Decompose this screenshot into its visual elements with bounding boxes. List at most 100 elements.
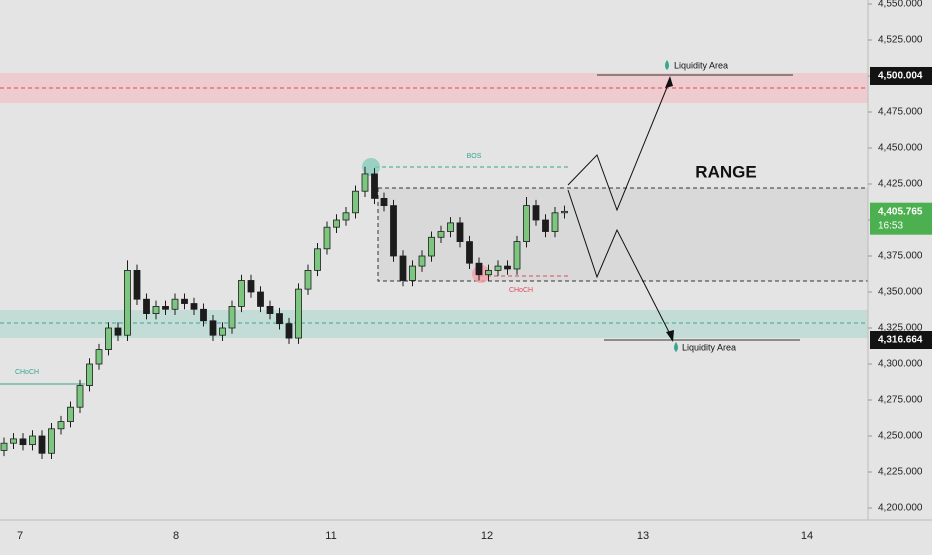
candle-body — [76, 385, 84, 408]
bos-circle — [362, 158, 380, 176]
x-tick-label: 14 — [801, 530, 813, 542]
candle-body — [323, 226, 331, 250]
candle-body — [200, 308, 207, 322]
x-tick-label: 12 — [481, 530, 493, 542]
price-label-bg — [870, 331, 932, 350]
candle-body — [342, 212, 350, 221]
candle-body — [67, 406, 74, 423]
y-tick-label: 4,475.000 — [878, 107, 923, 118]
y-tick-label: 4,550.000 — [878, 0, 923, 10]
price-label: 4,500.004 — [878, 71, 923, 82]
candle-body — [48, 428, 55, 454]
candle-body — [456, 222, 464, 243]
candle-body — [152, 305, 160, 314]
x-tick-label: 11 — [325, 530, 336, 542]
countdown: 16:53 — [878, 220, 903, 231]
candle-body — [133, 269, 141, 300]
price-label: 4,316.664 — [878, 335, 923, 346]
candle-body — [466, 241, 473, 264]
candle-body — [276, 313, 283, 325]
candle-body — [257, 291, 264, 307]
candle-body — [219, 327, 226, 336]
candle-body — [532, 205, 540, 221]
candle-body — [247, 280, 255, 293]
candle-body — [190, 303, 198, 310]
candle-body — [162, 305, 169, 310]
candle-body — [304, 269, 312, 290]
y-tick-label: 4,225.000 — [878, 467, 923, 478]
y-tick-label: 4,300.000 — [878, 359, 923, 370]
candle-body — [314, 248, 321, 271]
price-label-bg — [870, 202, 932, 235]
candle-body — [57, 421, 65, 430]
path-down — [567, 189, 673, 339]
candle-body — [371, 173, 378, 199]
arrow-up — [665, 76, 673, 88]
candle-body — [295, 288, 302, 339]
y-tick-label: 4,425.000 — [878, 179, 923, 190]
y-tick-label: 4,450.000 — [878, 143, 923, 154]
candle-body — [29, 435, 36, 446]
demand-zone — [0, 310, 868, 338]
candle-body — [447, 222, 454, 232]
choch-label: CHoCH — [509, 287, 533, 294]
y-tick-label: 4,250.000 — [878, 431, 923, 442]
candle-body — [105, 327, 112, 351]
candle-body — [352, 190, 359, 214]
candle-body — [390, 205, 397, 257]
y-tick-label: 4,275.000 — [878, 395, 923, 406]
candle-body — [380, 197, 388, 206]
candle-body — [494, 265, 502, 271]
price-label: 4,405.765 — [878, 206, 923, 217]
candle-body — [209, 320, 217, 336]
candle-body — [418, 255, 426, 267]
candle-body — [475, 262, 483, 276]
candle-body — [181, 298, 188, 304]
x-tick-label: 13 — [637, 530, 649, 542]
y-tick-label: 4,525.000 — [878, 35, 923, 46]
candle-body — [86, 363, 93, 387]
candle-body — [513, 241, 521, 270]
drop-icon — [674, 342, 678, 352]
x-tick-label: 8 — [173, 530, 179, 542]
arrow-down — [666, 330, 674, 342]
candle-body — [143, 298, 150, 315]
candle-body — [437, 231, 445, 238]
y-tick-label: 4,375.000 — [878, 251, 923, 262]
candle-body — [409, 265, 416, 281]
candle-body — [0, 442, 8, 451]
candle-body — [95, 349, 103, 365]
bos-label: BOS — [467, 153, 482, 160]
candle-body — [124, 269, 131, 336]
candle-body — [285, 323, 293, 339]
candle-body — [504, 265, 511, 270]
candle-body — [171, 298, 179, 310]
candle-body — [38, 435, 46, 454]
candle-body — [333, 219, 340, 228]
candle-body — [428, 236, 435, 257]
candle-body — [523, 205, 530, 243]
range-label: RANGE — [695, 162, 756, 181]
y-tick-label: 4,200.000 — [878, 503, 923, 514]
range-box — [377, 187, 869, 282]
x-tick-label: 7 — [17, 530, 23, 542]
candle-body — [19, 438, 27, 446]
candle-body — [228, 305, 236, 329]
y-tick-label: 4,325.000 — [878, 323, 923, 334]
path-up — [567, 79, 671, 212]
liquidity-top-label: Liquidity Area — [674, 60, 728, 70]
candle-body — [266, 305, 274, 314]
candle-body — [551, 212, 559, 232]
candle-body — [114, 327, 122, 336]
price-label-bg — [870, 66, 932, 85]
candle-body — [361, 173, 369, 192]
candle-body — [542, 219, 549, 232]
drop-icon — [665, 60, 669, 70]
candle-body — [399, 255, 407, 281]
liquidity-bottom-label: Liquidity Area — [682, 342, 736, 352]
candle-body — [561, 210, 568, 214]
candle-body — [485, 269, 492, 276]
candle-body — [10, 438, 17, 444]
